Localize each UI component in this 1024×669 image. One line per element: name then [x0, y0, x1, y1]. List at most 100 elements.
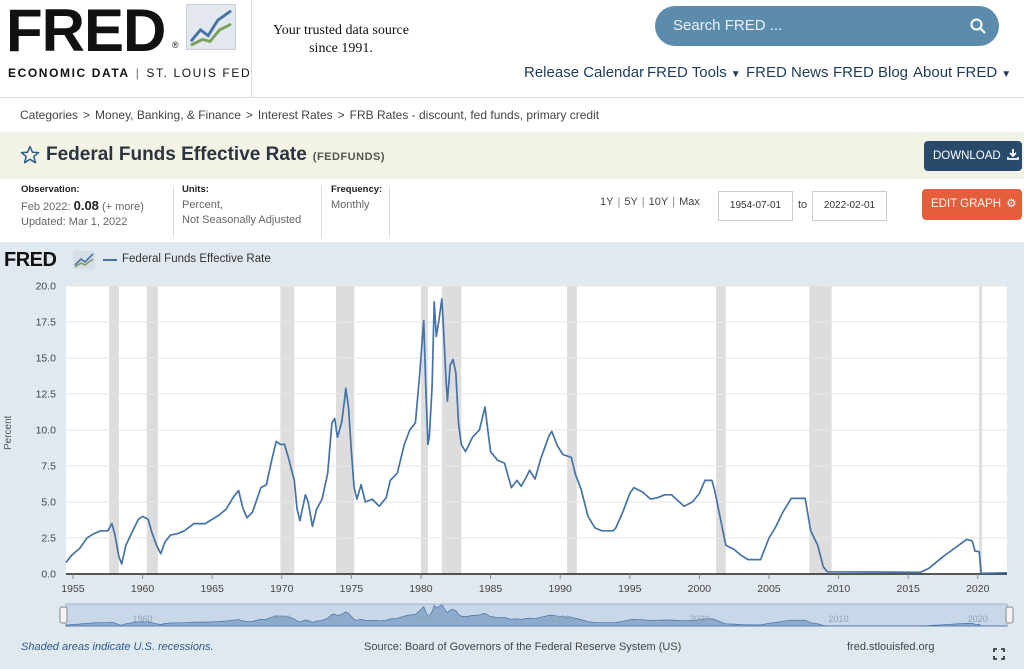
range-max[interactable]: Max [679, 196, 700, 208]
x-tick-label: 2015 [896, 583, 920, 595]
observation-block: Observation: Feb 2022: 0.08 (+ more) Upd… [21, 184, 144, 228]
navigator-tick-label: 1990 [550, 614, 570, 624]
fred-logo[interactable]: FRED ® ECONOMIC DATA | ST. LOUIS FED [0, 0, 252, 98]
download-label: DOWNLOAD [933, 150, 1001, 162]
y-tick-label: 7.5 [41, 461, 56, 473]
download-icon [1007, 149, 1019, 160]
range-selector: 1Y | 5Y | 10Y | Max [600, 196, 700, 208]
frequency-block: Frequency: Monthly [331, 184, 382, 213]
x-tick-label: 1955 [61, 583, 85, 595]
graph-logo-icon [73, 251, 95, 269]
registered-mark: ® [172, 40, 179, 50]
tagline-line-2: since 1991. [309, 41, 373, 56]
chevron-down-icon: ▼ [1001, 69, 1012, 80]
y-tick-label: 12.5 [36, 389, 57, 401]
to-label: to [798, 199, 808, 211]
breadcrumb-separator: > [245, 108, 253, 122]
x-tick-label: 1970 [270, 583, 294, 595]
end-date-input[interactable]: 2022-02-01 [812, 191, 887, 221]
y-tick-label: 17.5 [36, 317, 57, 329]
tagline-line-1: Your trusted data source [273, 23, 409, 38]
y-tick-label: 10.0 [36, 425, 57, 437]
navigator-series [65, 604, 1008, 627]
x-tick-label: 1975 [340, 583, 364, 595]
x-tick-label: 2005 [757, 583, 781, 595]
observation-more-link[interactable]: (+ more) [101, 201, 144, 213]
series-title-bar [0, 132, 1024, 179]
chevron-down-icon: ▼ [730, 69, 741, 80]
nav-label: FRED Blog [833, 64, 909, 81]
nav-label: About FRED [913, 64, 998, 81]
nav-about-fred[interactable]: About FRED ▼ [913, 64, 1011, 81]
nav-release-calendar[interactable]: Release Calendar [524, 64, 644, 81]
range-5y[interactable]: 5Y [624, 196, 638, 208]
nav-fred-tools[interactable]: FRED Tools ▼ [647, 64, 741, 81]
series-line [65, 298, 1008, 575]
range-10y[interactable]: 10Y [648, 196, 669, 208]
y-tick-label: 15.0 [36, 353, 57, 365]
range-1y[interactable]: 1Y [600, 196, 614, 208]
range-separator: | [672, 196, 676, 208]
navigator-tick-label: 2010 [829, 614, 849, 624]
logo-separator: | [135, 66, 141, 80]
y-tick-label: 2.5 [41, 533, 56, 545]
breadcrumb-frb-rates[interactable]: FRB Rates - discount, fed funds, primary… [349, 108, 600, 122]
meta-divider [389, 186, 390, 238]
nav-label: FRED Tools [647, 64, 727, 81]
y-tick-label: 20.0 [36, 281, 57, 293]
observation-label: Observation: [21, 184, 80, 195]
navigator-handle-left [59, 606, 68, 624]
frequency-label: Frequency: [331, 184, 383, 195]
x-tick-label: 1990 [548, 583, 572, 595]
nav-fred-news[interactable]: FRED News [746, 64, 829, 81]
observation-value-line: Feb 2022: 0.08 (+ more) [21, 198, 144, 215]
logo-graph-icon [186, 4, 236, 50]
frequency-value: Monthly [331, 199, 370, 211]
start-date-input[interactable]: 1954-07-01 [718, 191, 793, 221]
fullscreen-icon[interactable] [993, 648, 1005, 660]
observation-date: Feb 2022: [21, 201, 71, 213]
search-icon[interactable] [969, 17, 987, 35]
recession-note: Shaded areas indicate U.S. recessions. [21, 641, 214, 653]
range-separator: | [617, 196, 621, 208]
download-button[interactable]: DOWNLOAD [924, 141, 1022, 171]
navigator-tick-label: 1960 [133, 614, 153, 624]
tagline: Your trusted data source since 1991. [266, 22, 416, 58]
navigator-tick-label: 1970 [272, 614, 292, 624]
updated-date: Updated: Mar 1, 2022 [21, 216, 128, 228]
x-tick-label: 1980 [409, 583, 433, 595]
legend-label: Federal Funds Effective Rate [122, 253, 271, 265]
logo-subtitle: ECONOMIC DATA | ST. LOUIS FED [8, 66, 251, 80]
navigator-handle-right [1005, 606, 1014, 624]
y-axis-label: Percent [3, 415, 14, 450]
navigator-tick-label: 2020 [968, 614, 988, 624]
nav-fred-blog[interactable]: FRED Blog [833, 64, 908, 81]
y-tick-label: 5.0 [41, 497, 56, 509]
source-text: Source: Board of Governors of the Federa… [364, 641, 682, 653]
x-tick-label: 1960 [131, 583, 155, 595]
breadcrumb-separator: > [337, 108, 345, 122]
meta-divider [321, 186, 322, 238]
source-url[interactable]: fred.stlouisfed.org [847, 641, 935, 653]
x-tick-label: 1995 [618, 583, 642, 595]
breadcrumb-interest-rates[interactable]: Interest Rates [257, 108, 333, 122]
x-tick-label: 1985 [479, 583, 503, 595]
search-input[interactable]: Search FRED ... [655, 6, 999, 46]
series-id: (FEDFUNDS) [312, 151, 386, 163]
edit-graph-label: EDIT GRAPH [931, 198, 1002, 210]
breadcrumb-money-banking[interactable]: Money, Banking, & Finance [95, 108, 241, 122]
series-title: Federal Funds Effective Rate (FEDFUNDS) [46, 144, 385, 166]
series-title-text: Federal Funds Effective Rate [46, 144, 307, 165]
gear-icon: ⚙ [1006, 198, 1017, 210]
star-icon[interactable] [20, 145, 40, 165]
breadcrumb: Categories > Money, Banking, & Finance > Int… [20, 108, 599, 122]
logo-sub-right: ST. LOUIS FED [146, 66, 252, 80]
units-line-1: Percent, [182, 199, 223, 211]
x-tick-label: 2000 [688, 583, 712, 595]
edit-graph-button[interactable]: EDIT GRAPH ⚙ [922, 189, 1022, 220]
observation-value: 0.08 [73, 198, 99, 213]
nav-label: FRED News [746, 64, 829, 81]
units-block: Units: Percent, Not Seasonally Adjusted [182, 184, 301, 226]
breadcrumb-categories[interactable]: Categories [20, 108, 79, 122]
line-chart[interactable]: 0.0 2.5 5.0 7.5 10.0 12.5 15.0 17.5 20.0 1955 1960… [0, 276, 1024, 636]
